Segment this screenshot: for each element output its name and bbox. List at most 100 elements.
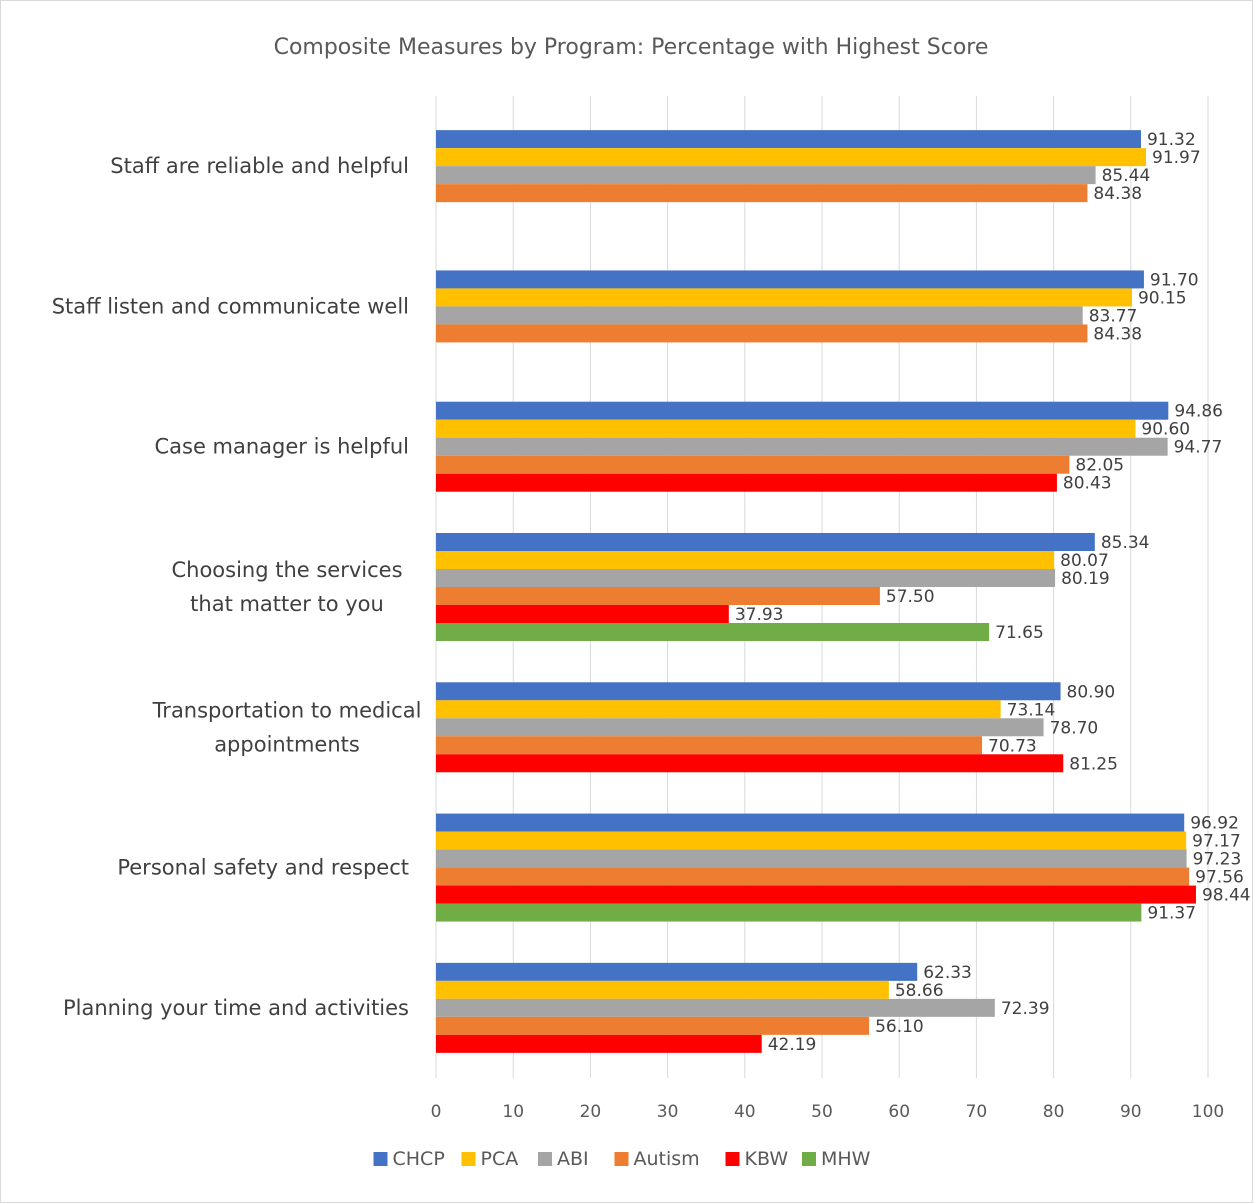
data-label: 56.10 [875,1017,924,1037]
x-tick-label: 50 [811,1102,833,1122]
bar-autism [436,867,1190,886]
data-label: 98.44 [1202,886,1251,906]
data-label: 72.39 [1001,999,1050,1019]
bar-autism [436,455,1070,474]
data-label: 96.92 [1190,814,1239,834]
bars [436,130,1196,1053]
bar-mhw [436,623,990,641]
data-label: 97.56 [1195,868,1244,888]
x-tick-label: 70 [966,1102,988,1122]
data-label: 83.77 [1089,306,1138,326]
legend-label-kbw: KBW [745,1148,789,1170]
x-tick-label: 80 [1043,1102,1065,1122]
data-label: 62.33 [923,963,972,983]
bar-abi [436,569,1056,587]
data-label: 70.73 [988,736,1037,756]
bar-pca [436,831,1187,850]
bar-pca [436,288,1132,307]
legend: CHCP PCA ABI Autism KBW MHW [373,1148,871,1170]
data-label: 73.14 [1007,700,1056,720]
chart-title: Composite Measures by Program: Percentag… [274,35,989,60]
data-label: 85.44 [1102,166,1151,186]
data-label: 81.25 [1069,754,1118,774]
bar-abi [436,437,1168,456]
bar-abi [436,998,995,1017]
data-label: 78.70 [1050,718,1099,738]
data-label: 80.19 [1061,569,1110,589]
legend-swatch-mhw [802,1152,816,1166]
bar-chcp [436,401,1169,420]
data-label: 71.65 [995,623,1044,643]
legend-label-mhw: MHW [821,1148,871,1170]
legend-label-chcp: CHCP [393,1148,445,1170]
category-label: Transportation to medical appointments [152,698,422,756]
bar-abi [436,306,1083,325]
data-label: 84.38 [1093,324,1142,344]
bar-pca [436,419,1136,438]
data-label: 90.15 [1138,288,1187,308]
data-label: 42.19 [768,1035,817,1055]
x-tick-label: 90 [1120,1102,1142,1122]
bar-autism [436,736,983,755]
bar-chcp [436,130,1141,149]
data-label: 94.86 [1174,402,1223,422]
x-tick-label: 40 [734,1102,756,1122]
data-label: 91.97 [1152,148,1201,168]
data-label: 85.34 [1101,533,1150,553]
bar-kbw [436,473,1057,492]
legend-label-pca: PCA [481,1148,519,1170]
data-label: 80.07 [1060,551,1109,571]
data-label: 91.32 [1147,130,1196,150]
bar-abi [436,718,1044,737]
data-label: 94.77 [1174,438,1223,458]
bar-autism [436,184,1088,203]
bar-abi [436,849,1187,868]
bar-autism [436,1016,870,1035]
category-label: Planning your time and activities [63,996,409,1020]
legend-swatch-chcp [373,1152,388,1166]
legend-label-autism: Autism [634,1148,700,1170]
data-label: 91.70 [1150,270,1199,290]
bar-kbw [436,885,1196,904]
data-label: 37.93 [735,605,784,625]
legend-label-abi: ABI [557,1148,589,1170]
bar-pca [436,980,889,999]
data-label: 90.60 [1141,420,1190,440]
category-label: Staff are reliable and helpful [110,154,409,178]
data-label: 82.05 [1075,456,1124,476]
bar-kbw [436,754,1064,773]
data-label: 57.50 [886,587,935,607]
x-tick-label: 20 [580,1102,602,1122]
x-tick-label: 60 [888,1102,910,1122]
data-labels: 91.3291.9785.4484.3891.7090.1583.7784.38… [735,130,1251,1055]
x-tick-label: 30 [657,1102,679,1122]
data-label: 58.66 [895,981,944,1001]
bar-kbw [436,1034,762,1053]
category-label: Staff listen and communicate well [52,294,409,318]
data-label: 80.43 [1063,474,1112,494]
bar-pca [436,551,1055,569]
bar-pca [436,700,1001,719]
bar-chcp [436,533,1095,551]
x-tick-label: 0 [431,1102,442,1122]
bar-chcp [436,682,1061,701]
data-label: 84.38 [1093,184,1142,204]
bar-chcp [436,270,1144,289]
bar-kbw [436,605,729,623]
bar-autism [436,587,880,605]
x-tick-label: 10 [502,1102,524,1122]
bar-mhw [436,903,1142,922]
category-label: Choosing the services that matter to you [171,558,402,616]
data-label: 97.17 [1192,832,1241,852]
bar-chcp [436,813,1185,832]
bar-autism [436,324,1088,343]
x-axis-ticks: 0 10 20 30 40 50 60 70 80 90 100 [431,1102,1225,1122]
bar-abi [436,166,1096,185]
legend-swatch-pca [461,1152,476,1166]
category-label: Personal safety and respect [117,856,409,880]
legend-swatch-abi [538,1152,552,1166]
bar-chcp [436,962,918,981]
category-labels: Staff are reliable and helpful Staff list… [52,154,422,1020]
data-label: 80.90 [1067,682,1116,702]
